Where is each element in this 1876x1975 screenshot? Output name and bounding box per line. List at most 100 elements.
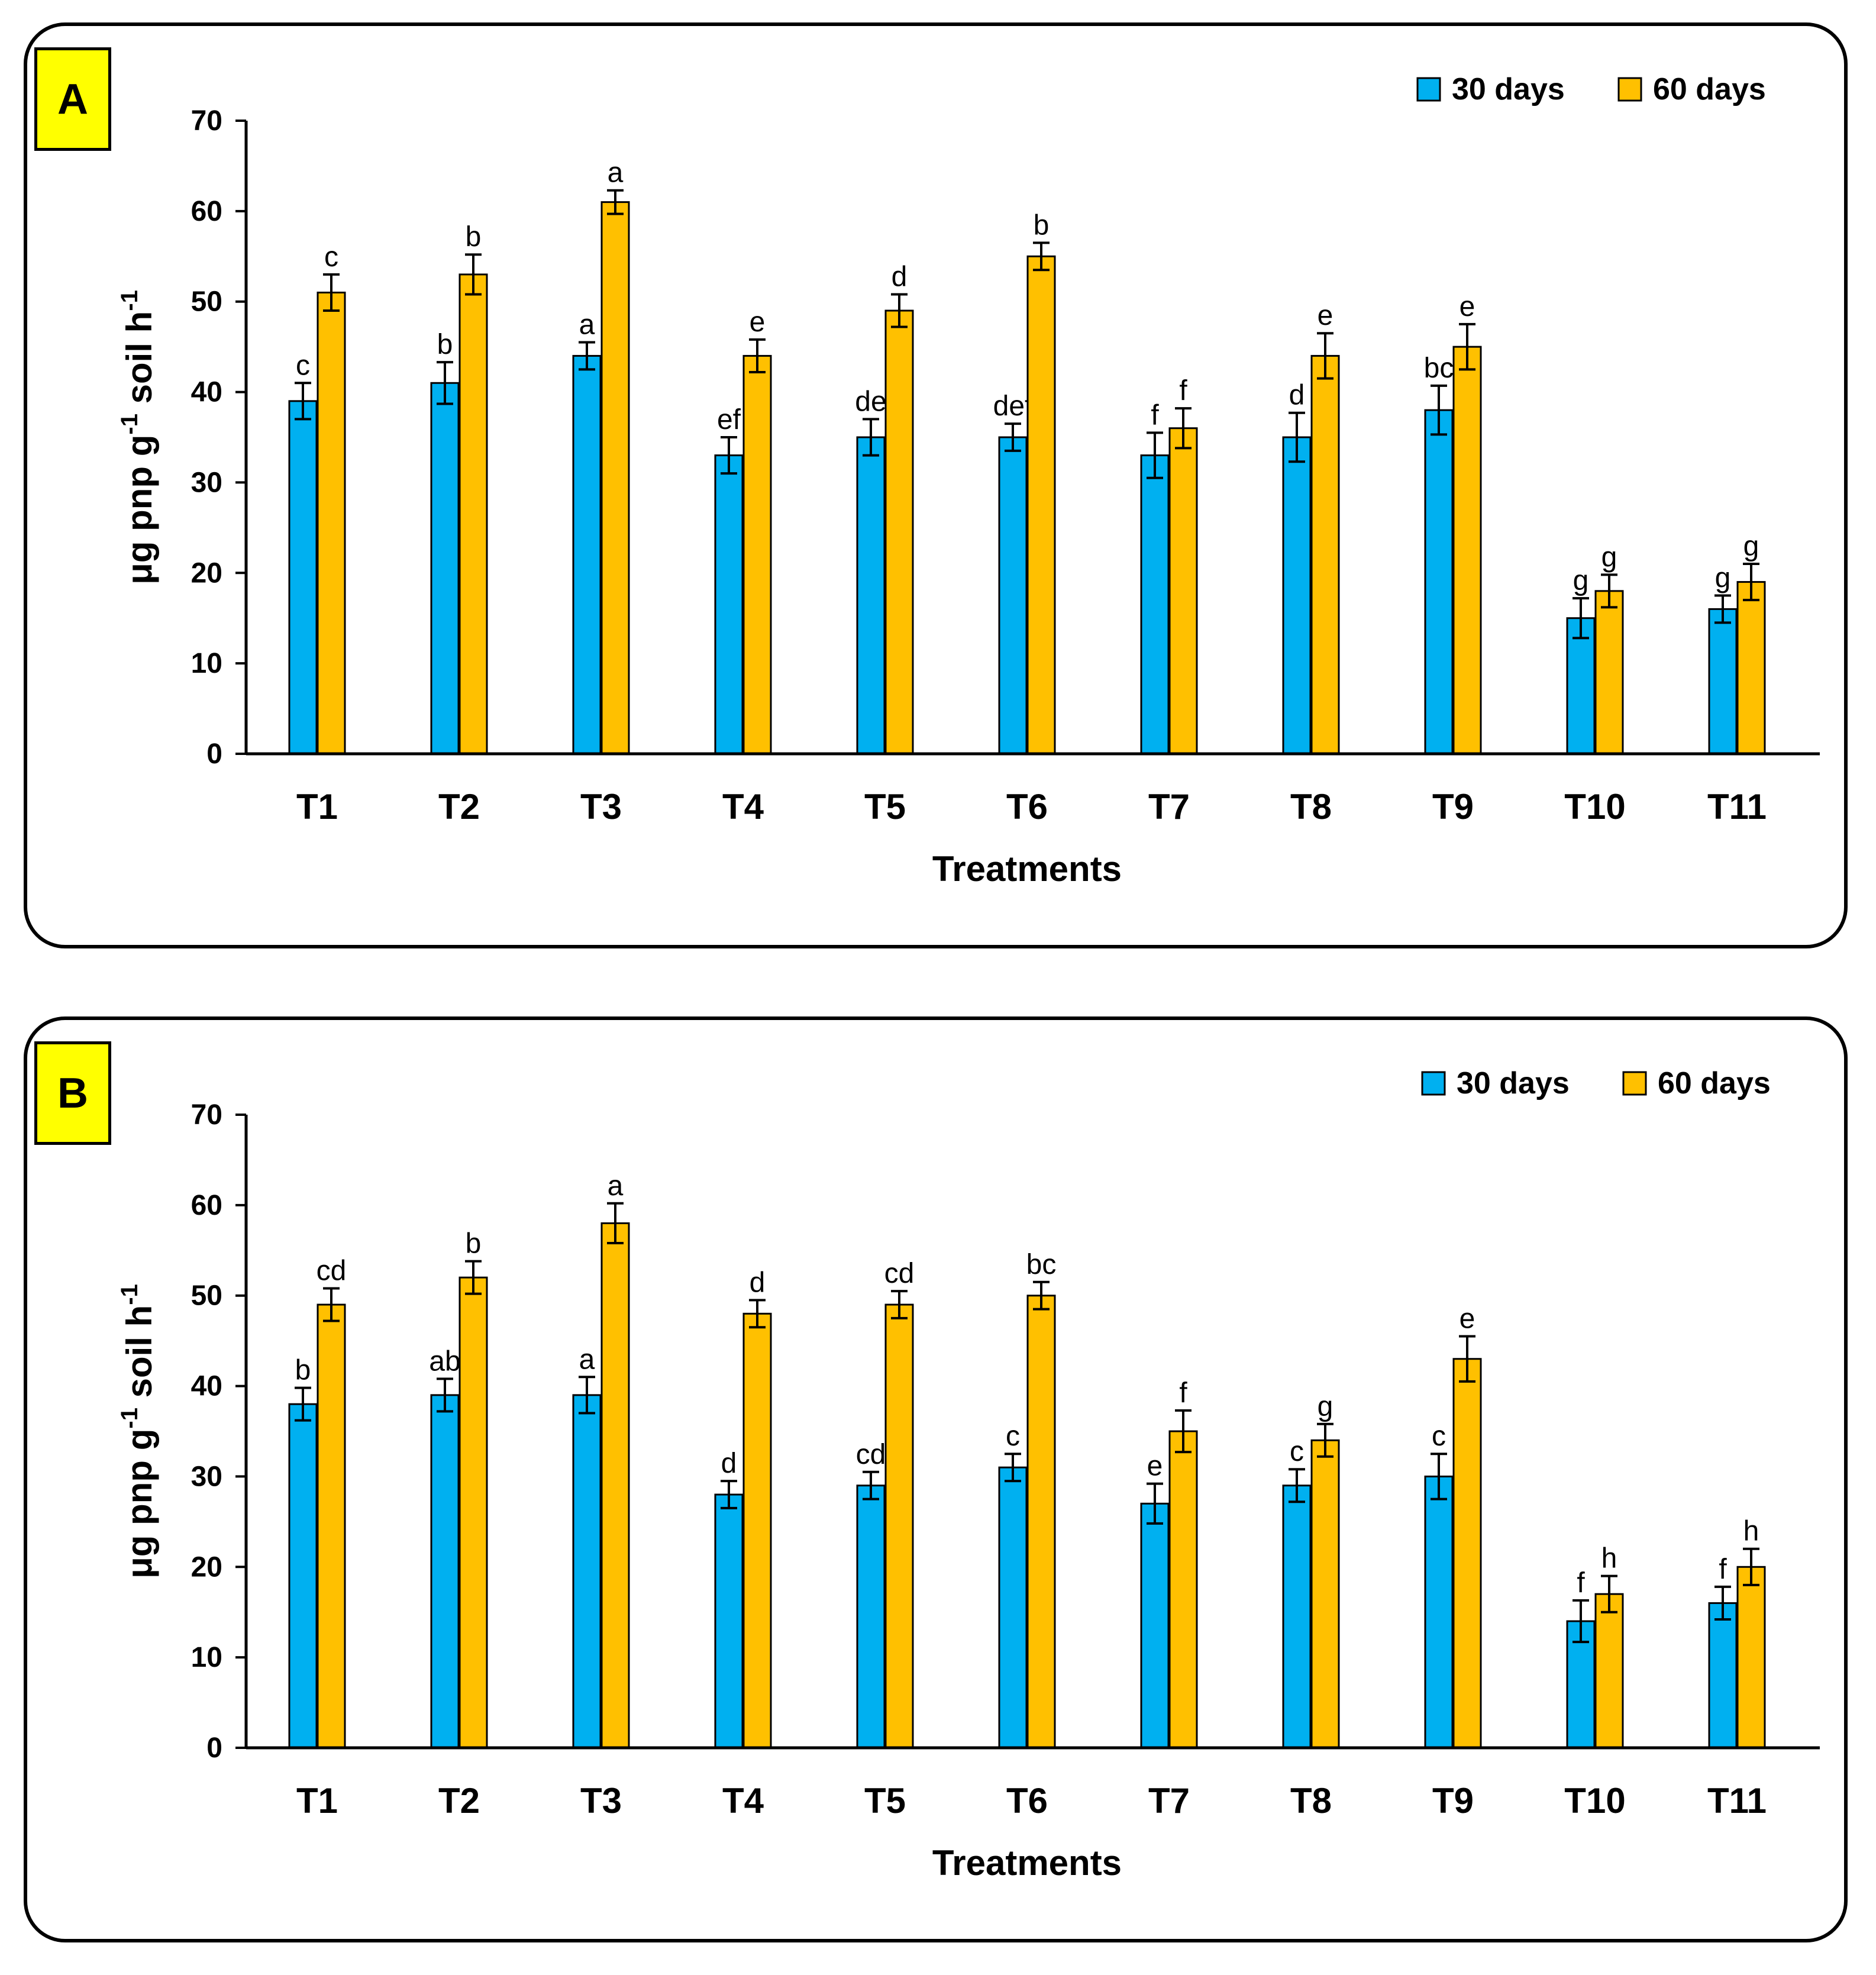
bar [742, 354, 772, 755]
y-tick-label: 20 [191, 1551, 222, 1583]
x-tick-label: T6 [1006, 787, 1048, 827]
bar [288, 400, 318, 755]
bar [1452, 1358, 1482, 1749]
significance-label: e [750, 306, 766, 338]
y-tick-label: 0 [206, 1732, 222, 1764]
significance-label: a [579, 1344, 595, 1375]
x-tick-label: T3 [580, 1781, 622, 1821]
significance-label: b [437, 329, 453, 360]
y-tick-label: 40 [191, 377, 222, 408]
significance-label: cd [856, 1439, 886, 1470]
legend-label: 30 days [1452, 72, 1565, 107]
significance-label: a [608, 157, 624, 189]
x-tick-label: T8 [1290, 1781, 1332, 1821]
legend-swatch [1622, 1071, 1647, 1096]
x-axis-title: Treatments [932, 1843, 1122, 1883]
bar [1310, 354, 1340, 755]
x-tick-label: T10 [1564, 787, 1625, 827]
y-tick-label: 40 [191, 1371, 222, 1402]
bar [1708, 1602, 1738, 1749]
x-tick-label: T9 [1432, 787, 1474, 827]
significance-label: c [1432, 1421, 1446, 1452]
x-tick-label: T11 [1707, 1781, 1767, 1821]
legend-label: 60 days [1653, 72, 1766, 107]
y-axis-title: μg pnp g-1 soil h-1 [117, 290, 159, 585]
panel-label: B [34, 1041, 111, 1145]
significance-label: a [579, 309, 595, 341]
bar [317, 291, 346, 755]
series-30-days: b ab a d cd c e c c f f [288, 1344, 1738, 1749]
significance-label: f [1719, 1554, 1727, 1585]
legend-label: 30 days [1457, 1066, 1570, 1101]
y-tick-label: 10 [191, 1642, 222, 1673]
significance-label: de [855, 386, 886, 417]
significance-label: e [1318, 300, 1333, 331]
legend-label: 60 days [1658, 1066, 1771, 1101]
y-tick-label: 30 [191, 1461, 222, 1492]
x-tick-label: T4 [722, 787, 764, 827]
significance-label: f [1179, 1377, 1187, 1409]
x-tick-label: T1 [296, 1781, 338, 1821]
significance-label: d [721, 1448, 737, 1479]
bar [1140, 1502, 1170, 1749]
y-tick-label: 50 [191, 1280, 222, 1312]
legend-swatch [1416, 77, 1441, 102]
bar [714, 1493, 744, 1749]
significance-label: g [1573, 565, 1589, 596]
significance-label: bc [1424, 353, 1454, 384]
bar [317, 1303, 346, 1749]
x-tick-label: T1 [296, 787, 338, 827]
bar [856, 436, 886, 755]
panel-label: A [34, 47, 111, 151]
significance-label: d [750, 1267, 766, 1298]
bar [1736, 581, 1766, 755]
y-tick-label: 10 [191, 648, 222, 679]
chart-panel-b: B b ab a d cd c e c c f f cd b a d cd bc f g e h h 0 10 20 30 40 50… [24, 1016, 1848, 1942]
bar [1026, 255, 1056, 755]
significance-label: e [1460, 1303, 1475, 1335]
x-tick-label: T6 [1006, 1781, 1048, 1821]
bar [430, 382, 460, 755]
significance-label: c [296, 350, 310, 381]
y-tick-label: 60 [191, 196, 222, 227]
legend: 30 days 60 days [1416, 72, 1766, 107]
significance-label: bc [1026, 1249, 1057, 1280]
x-tick-label: T5 [864, 787, 906, 827]
bar [572, 1394, 602, 1749]
bar [458, 1276, 488, 1749]
bar [1594, 590, 1624, 755]
significance-label: h [1743, 1516, 1759, 1547]
x-tick-label: T2 [438, 1781, 480, 1821]
y-tick-label: 0 [206, 738, 222, 770]
bar [1424, 1475, 1454, 1749]
bar [1310, 1439, 1340, 1749]
significance-label: b [466, 221, 482, 253]
significance-label: b [1034, 209, 1050, 241]
x-tick-label: T3 [580, 787, 622, 827]
significance-label: b [295, 1355, 311, 1386]
chart-panel-a: A c b a ef de def f d bc g g c b a e d b f e e g g 0 10 20 30 40 50… [24, 22, 1848, 948]
bar [600, 1222, 630, 1749]
x-tick-label: T11 [1707, 787, 1767, 827]
x-tick-label: T10 [1564, 1781, 1625, 1821]
bar [572, 354, 602, 755]
bar [884, 309, 914, 755]
significance-label: c [1290, 1436, 1304, 1467]
y-tick-label: 70 [191, 105, 222, 137]
significance-label: ef [717, 404, 741, 435]
bar [1736, 1566, 1766, 1749]
bar [1282, 436, 1312, 755]
significance-label: g [1601, 541, 1617, 573]
x-tick-label: T7 [1148, 787, 1190, 827]
x-tick-label: T5 [864, 1781, 906, 1821]
significance-label: h [1601, 1543, 1617, 1574]
x-tick-label: T2 [438, 787, 480, 827]
x-tick-label: T8 [1290, 787, 1332, 827]
bar [1026, 1295, 1056, 1749]
significance-label: g [1318, 1391, 1333, 1422]
bar [458, 273, 488, 755]
